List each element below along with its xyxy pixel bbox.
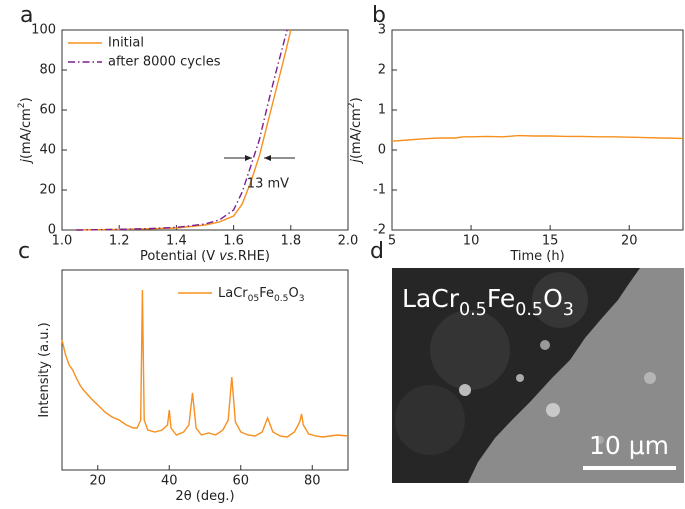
y-axis-label-part: ) xyxy=(349,97,364,102)
image-caption-part: O xyxy=(543,284,563,313)
y-tick-label: 80 xyxy=(39,63,56,78)
legend-label: LaCr05Fe0.5O3 xyxy=(218,286,305,304)
y-axis-label: j(mA/cm2) xyxy=(347,97,364,164)
x-tick-label: 1.8 xyxy=(280,234,301,249)
data-line xyxy=(61,289,349,438)
legend-label-part: O xyxy=(288,286,298,301)
x-axis-label-part: Time (h) xyxy=(509,249,564,264)
legend-label-part: 05 xyxy=(248,294,260,304)
x-axis-label-part: 2θ (deg.) xyxy=(175,489,234,504)
y-tick-label: 2 xyxy=(378,63,386,78)
x-tick-label: 1.6 xyxy=(223,234,244,249)
y-axis-label-part: (mA/cm xyxy=(19,108,34,159)
x-axis-label-part: vs. xyxy=(219,249,238,264)
x-tick-label: 60 xyxy=(232,474,249,489)
legend-label-part: LaCr xyxy=(218,286,248,301)
y-tick-label: 100 xyxy=(31,23,56,38)
x-tick-label: 1.4 xyxy=(166,234,187,249)
plot-frame xyxy=(391,29,684,231)
legend-label-part: 3 xyxy=(299,294,305,304)
x-tick-label: 1.0 xyxy=(52,234,73,249)
sem-image xyxy=(392,268,684,483)
image-caption-part: LaCr xyxy=(402,284,460,313)
image-caption: LaCr0.5Fe0.5O3 xyxy=(402,284,574,320)
panel-label: d xyxy=(370,239,384,264)
y-tick-label: -1 xyxy=(373,183,386,198)
x-axis-label: 2θ (deg.) xyxy=(175,489,234,504)
x-axis-label-part: Potential (V xyxy=(140,249,219,264)
plot-frame xyxy=(61,269,349,471)
y-axis-label-part: 2 xyxy=(347,102,357,108)
legend-label: after 8000 cycles xyxy=(108,55,221,70)
legend-label-part: 0.5 xyxy=(274,294,288,304)
y-axis-label-part: Intensity (a.u.) xyxy=(37,322,52,417)
annotation: 13 mV xyxy=(247,177,289,192)
y-tick-label: 1 xyxy=(378,103,386,118)
image-caption-part: 3 xyxy=(563,300,574,320)
legend-label-part: Fe xyxy=(259,286,274,301)
image-caption-part: 0.5 xyxy=(459,300,487,320)
x-tick-label: 20 xyxy=(621,234,638,249)
x-tick-label: 2.0 xyxy=(338,234,359,249)
legend-label: Initial xyxy=(108,36,144,51)
y-axis-label-part: ) xyxy=(19,97,34,102)
panel-label: a xyxy=(20,3,33,28)
y-axis-label: Intensity (a.u.) xyxy=(37,322,52,417)
y-axis-label: j(mA/cm2) xyxy=(17,97,34,164)
image-caption-part: 0.5 xyxy=(515,300,543,320)
y-tick-label: -2 xyxy=(373,223,386,238)
y-tick-label: 3 xyxy=(378,23,386,38)
data-line xyxy=(76,29,288,231)
y-axis-label-part: 2 xyxy=(17,102,27,108)
x-tick-label: 80 xyxy=(304,474,321,489)
y-tick-label: 20 xyxy=(39,183,56,198)
y-tick-label: 60 xyxy=(39,103,56,118)
y-tick-label: 0 xyxy=(378,143,386,158)
y-tick-label: 40 xyxy=(39,143,56,158)
x-tick-label: 1.2 xyxy=(109,234,130,249)
x-tick-label: 40 xyxy=(161,474,178,489)
x-axis-label: Time (h) xyxy=(509,249,564,264)
x-tick-label: 20 xyxy=(89,474,106,489)
x-axis-label: Potential (V vs.RHE) xyxy=(140,249,270,264)
panel-label: c xyxy=(18,239,30,264)
plot-frame xyxy=(61,29,349,231)
x-axis-label-part: RHE) xyxy=(238,249,270,264)
y-axis-label-part: j xyxy=(19,159,34,165)
x-tick-label: 10 xyxy=(463,234,480,249)
panel-label: b xyxy=(372,3,386,28)
scale-bar-label: 10 μm xyxy=(589,431,669,460)
y-axis-label-part: (mA/cm xyxy=(349,108,364,159)
y-axis-label-part: j xyxy=(349,159,364,165)
x-tick-label: 5 xyxy=(388,234,396,249)
data-line xyxy=(391,134,684,142)
image-caption-part: Fe xyxy=(487,284,515,313)
y-tick-label: 0 xyxy=(48,223,56,238)
x-tick-label: 15 xyxy=(542,234,559,249)
